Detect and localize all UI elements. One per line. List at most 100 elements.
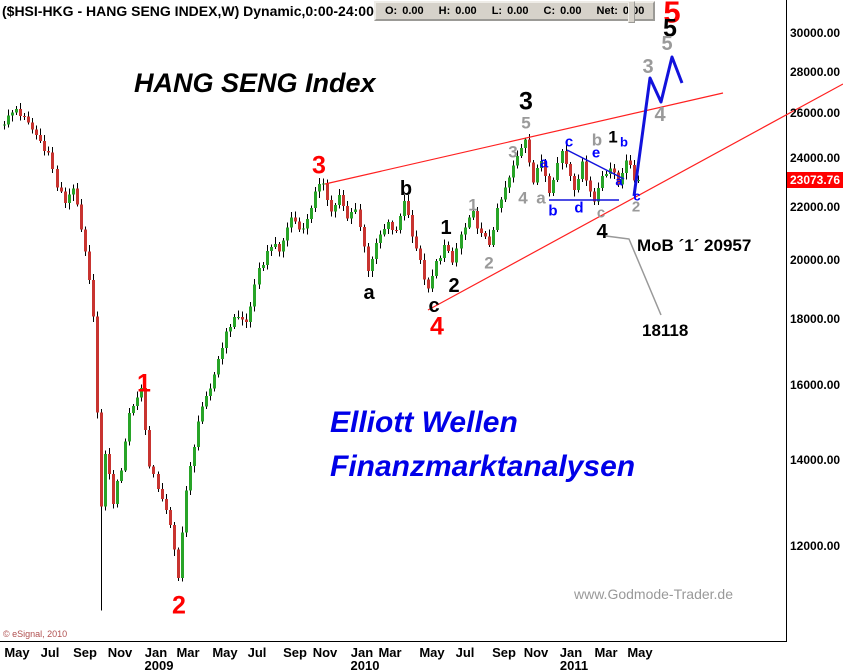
wave-label-c: c — [564, 133, 574, 151]
candle — [177, 549, 180, 579]
candle — [455, 248, 458, 263]
candle — [120, 470, 123, 482]
x-axis-month-label: Mar — [594, 645, 618, 660]
candle — [338, 195, 341, 206]
candle — [96, 316, 99, 413]
wave-label-a: a — [536, 188, 546, 208]
candle — [524, 139, 527, 148]
candle — [310, 207, 313, 220]
candle — [439, 257, 442, 261]
candle — [306, 219, 309, 229]
x-axis-month-label: Jul — [40, 645, 60, 660]
candle — [528, 139, 531, 163]
candle — [278, 243, 281, 252]
candle — [266, 251, 269, 265]
candle — [221, 347, 224, 359]
candle — [391, 222, 394, 230]
candle — [346, 205, 349, 219]
wave-label-3: 3 — [312, 151, 326, 180]
candle — [520, 147, 523, 157]
x-axis-month-label: Sep — [73, 645, 97, 660]
candle — [128, 413, 131, 442]
candle — [116, 481, 119, 504]
x-axis-month-label: Nov — [312, 645, 338, 660]
candle — [431, 275, 434, 289]
candle — [152, 466, 155, 474]
x-axis-month-label: May — [212, 645, 238, 660]
upper-wedge-line — [324, 92, 724, 185]
candle — [565, 150, 568, 164]
candle — [488, 236, 491, 245]
candle — [536, 167, 539, 183]
candle — [64, 191, 67, 203]
y-axis-tick-label: 14000.00 — [790, 452, 841, 467]
wave-label-4: 4 — [596, 221, 608, 243]
candle — [124, 441, 127, 471]
candle — [407, 200, 410, 215]
mob-annotation: MoB ´1´ 20957 — [637, 236, 752, 255]
candle — [72, 188, 75, 195]
candle — [104, 453, 107, 507]
wave-label-3: 3 — [519, 87, 533, 116]
wave-label-b: b — [620, 134, 628, 150]
candle — [253, 284, 256, 307]
candle — [282, 240, 285, 252]
candle — [245, 319, 248, 323]
wave-label-2: 2 — [448, 275, 460, 297]
candle — [468, 217, 471, 228]
last-price-tag: 23073.76 — [787, 172, 843, 188]
candle — [68, 194, 71, 203]
wave-label-2: 2 — [631, 198, 641, 216]
candle — [637, 179, 640, 181]
candle — [197, 421, 200, 448]
candle — [399, 215, 402, 231]
candle — [318, 184, 321, 192]
candle — [359, 209, 362, 227]
candle — [270, 246, 273, 252]
candle — [532, 162, 535, 183]
wave-label-b: b — [548, 202, 558, 220]
candle — [625, 160, 628, 174]
candle — [342, 195, 345, 206]
wave-label-5: 5 — [521, 113, 531, 133]
candle — [443, 244, 446, 258]
candle — [173, 524, 176, 550]
wave-label-4: 4 — [430, 312, 444, 341]
candle — [39, 134, 42, 141]
candle — [573, 175, 576, 191]
candle — [213, 374, 216, 389]
candle — [334, 205, 337, 212]
candle — [379, 234, 382, 243]
candle — [47, 150, 50, 153]
candle — [464, 227, 467, 235]
candle — [241, 317, 244, 320]
candle — [540, 160, 543, 168]
candle — [100, 412, 103, 507]
x-axis-month-label: Mar — [378, 645, 402, 660]
candle — [581, 161, 584, 179]
candle — [233, 317, 236, 327]
wave-label-1: 1 — [137, 369, 151, 398]
x-axis-month-label: Nov — [107, 645, 133, 660]
wave-label-1: 1 — [440, 217, 452, 239]
candle — [286, 227, 289, 241]
candle — [508, 177, 511, 188]
candle — [43, 140, 46, 151]
lower-wedge-line — [427, 83, 843, 311]
candle — [27, 116, 30, 123]
y-axis-tick-label: 16000.00 — [790, 378, 841, 392]
wave-label-a: a — [615, 173, 623, 189]
candle — [500, 199, 503, 208]
candle — [132, 406, 135, 414]
candle — [419, 248, 422, 260]
candle — [249, 306, 252, 323]
candle — [229, 326, 232, 332]
x-axis-month-label: Jan — [144, 645, 168, 660]
candle — [60, 187, 63, 192]
plot-border — [0, 0, 787, 642]
candle — [11, 112, 14, 116]
candle — [209, 388, 212, 396]
y-axis-tick-label: 30000.00 — [790, 26, 841, 40]
wave-label-a: a — [539, 154, 549, 172]
